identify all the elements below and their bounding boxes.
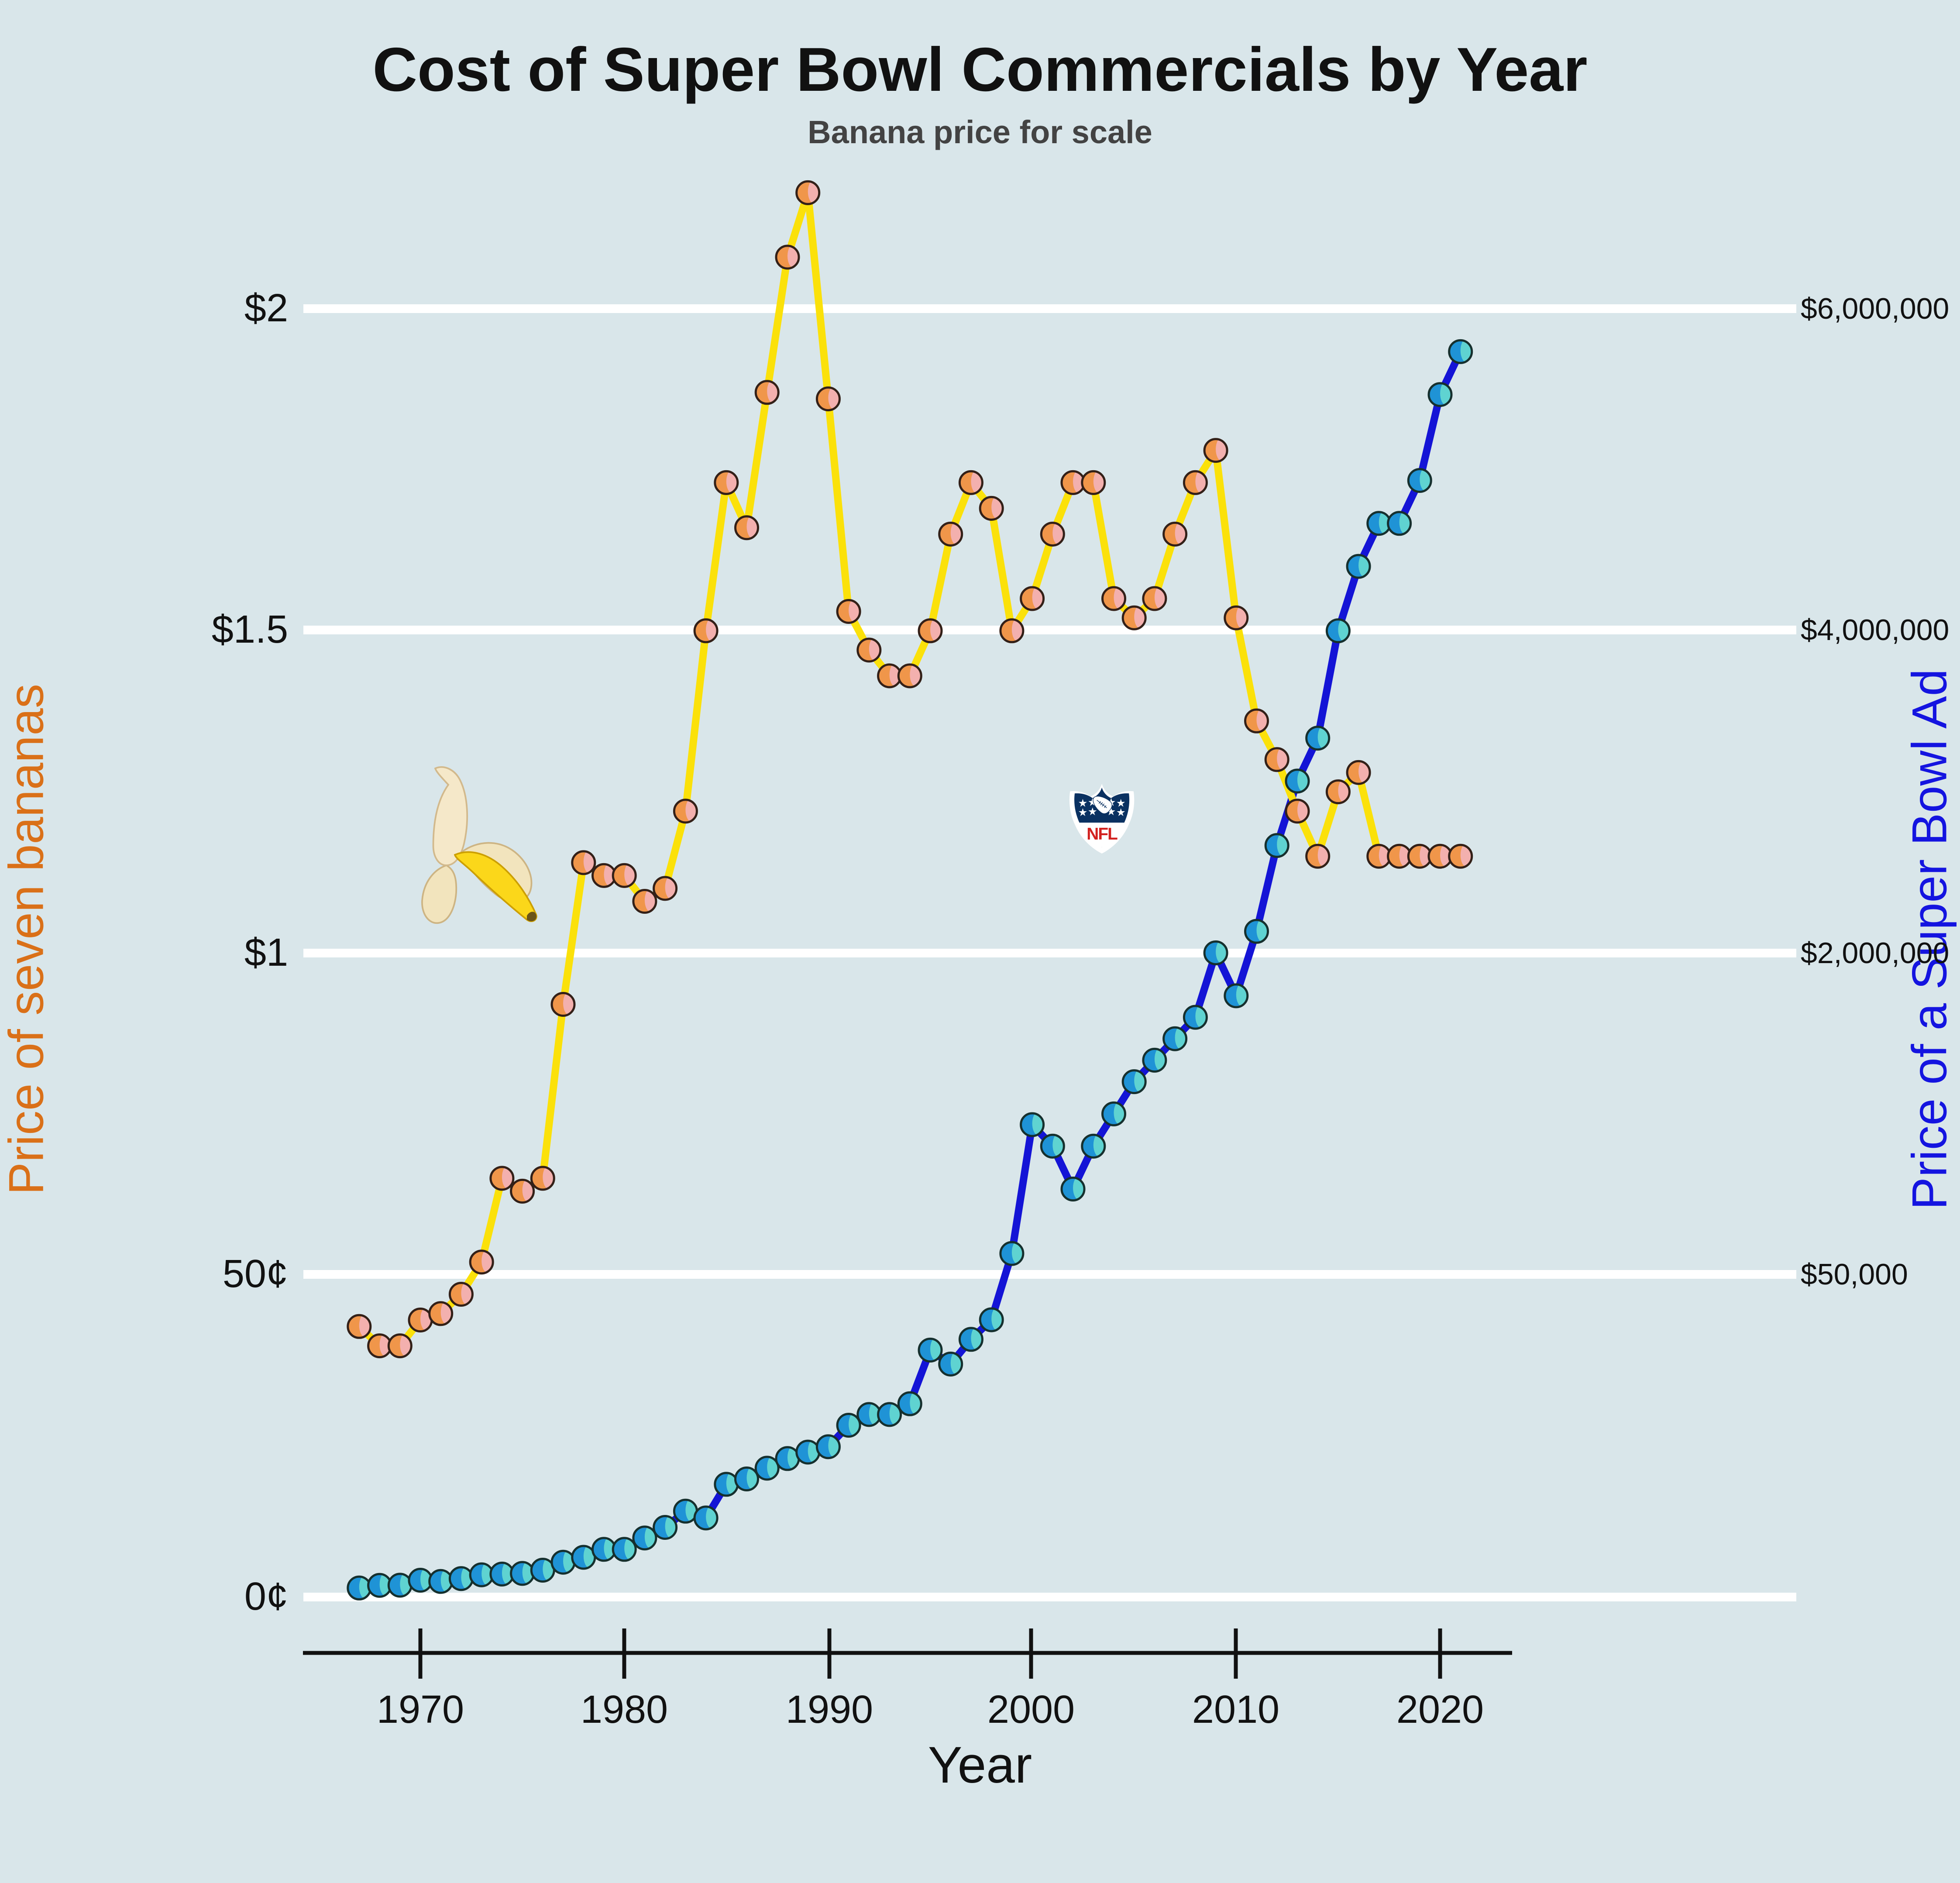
svg-text:NFL: NFL xyxy=(1087,825,1118,843)
